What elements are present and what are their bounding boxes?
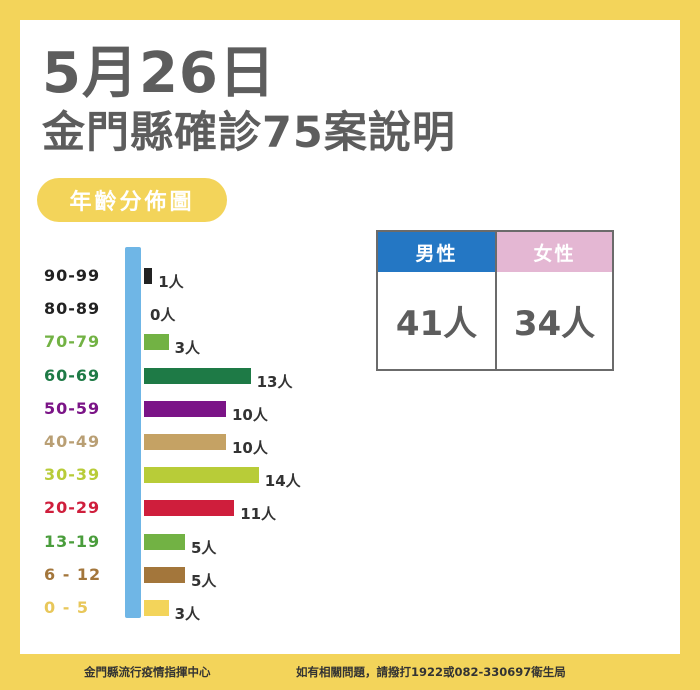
page-date-title: 5月26日 <box>42 41 276 106</box>
footer-contact: 如有相關問題，請撥打1922或082-330697衛生局 <box>296 665 566 679</box>
value-label: 1人 <box>158 273 184 291</box>
footer-org: 金門縣流行疫情指揮中心 <box>84 665 211 679</box>
value-label: 13人 <box>256 372 293 391</box>
bar <box>144 434 226 450</box>
bar <box>144 600 169 616</box>
chart-axis-bar <box>125 247 141 618</box>
category-label: 20-29 <box>44 498 101 518</box>
bar <box>144 500 235 517</box>
value-label: 14人 <box>264 472 301 491</box>
gender-male-column: 男性 41人 <box>378 232 495 369</box>
female-count: 34人 <box>513 304 596 344</box>
bar <box>144 400 226 417</box>
category-label: 80-89 <box>44 299 101 319</box>
gender-female-column: 女性 34人 <box>495 232 612 369</box>
page-title: 金門縣確診75案說明 <box>42 108 456 158</box>
value-label: 10人 <box>232 405 268 424</box>
bar <box>144 334 169 351</box>
female-header: 女性 <box>497 232 612 272</box>
bar <box>144 467 259 484</box>
value-label: 11人 <box>240 505 277 524</box>
category-label: 90-99 <box>44 266 101 285</box>
value-label: 5人 <box>191 538 217 557</box>
bar <box>144 533 185 550</box>
category-label: 50-59 <box>44 398 101 418</box>
category-label: 30-39 <box>44 465 101 485</box>
bar <box>144 566 185 583</box>
male-header: 男性 <box>378 232 495 272</box>
value-label: 10人 <box>232 439 268 457</box>
bar <box>144 268 153 284</box>
value-label: 0人 <box>150 306 176 325</box>
value-label: 5人 <box>191 571 217 590</box>
male-count: 41人 <box>395 304 478 344</box>
value-label: 3人 <box>174 605 201 623</box>
category-label: 60-69 <box>44 365 101 385</box>
category-label: 70-79 <box>44 332 101 352</box>
bar <box>144 367 251 384</box>
category-label: 40-49 <box>44 432 101 451</box>
gender-table: 男性 41人 女性 34人 <box>376 230 614 371</box>
category-label: 6 - 12 <box>44 564 102 584</box>
category-label: 13-19 <box>44 531 101 551</box>
category-label: 0 - 5 <box>44 598 90 617</box>
chart-section-label: 年齡分佈圖 <box>37 178 227 222</box>
value-label: 3人 <box>174 339 201 358</box>
